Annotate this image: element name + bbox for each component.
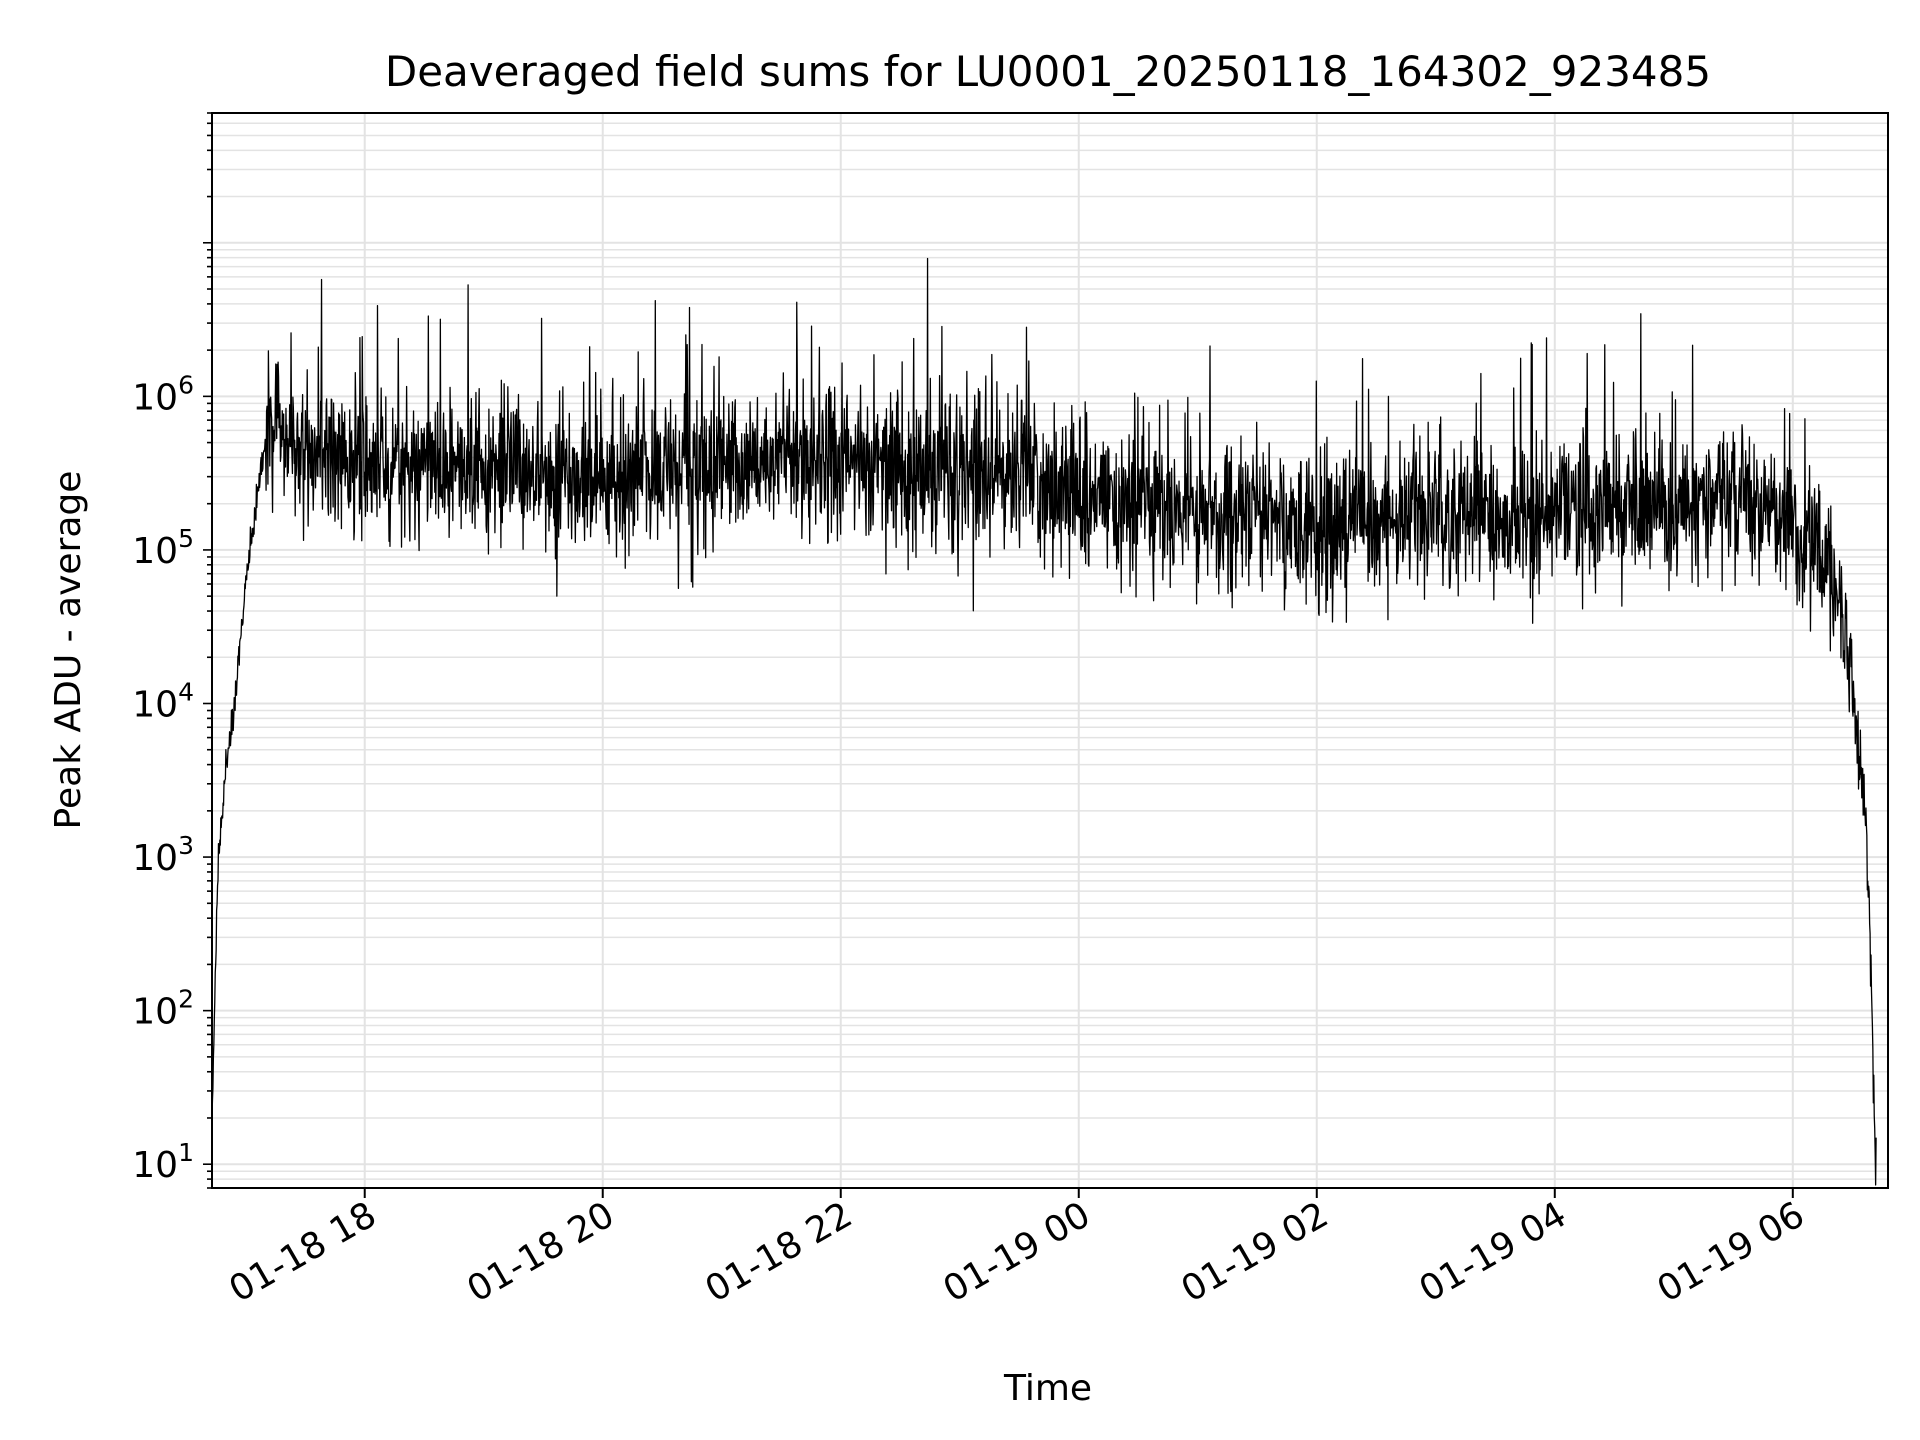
y-tick-label: 101 [132,1138,194,1186]
y-tick-label: 102 [132,985,194,1033]
y-tick-label: 106 [132,370,194,418]
chart-title: Deaveraged field sums for LU0001_2025011… [385,47,1711,96]
y-axis-label: Peak ADU - average [48,471,89,830]
plot-frame [211,112,1889,1189]
y-tick-label: 104 [132,677,194,725]
x-axis-label: Time [1003,1368,1092,1409]
series-line [211,257,1877,1186]
y-tick-label: 105 [132,524,194,572]
y-tick-label: 103 [132,831,194,879]
data-series [211,257,1877,1186]
grid [212,112,1888,1189]
